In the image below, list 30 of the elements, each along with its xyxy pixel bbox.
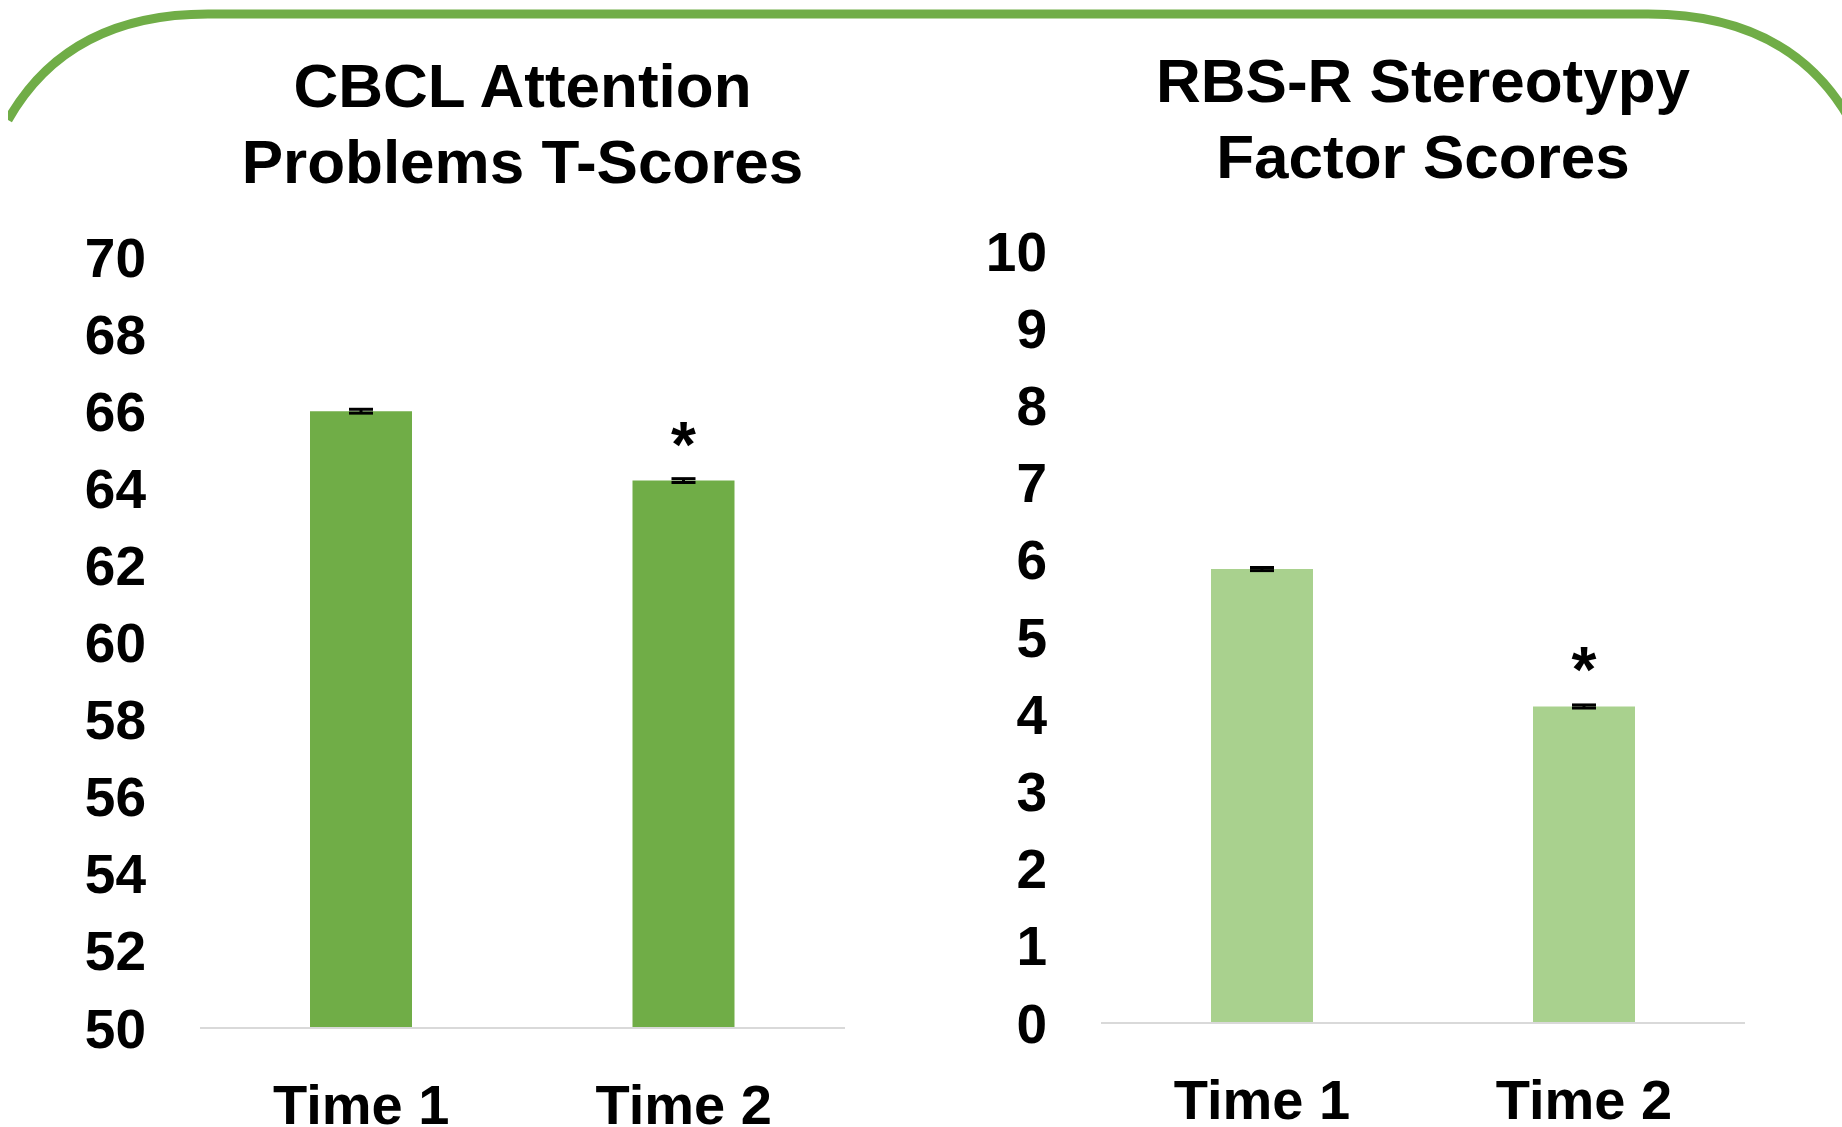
y-tick-label: 5 <box>1016 606 1047 669</box>
y-tick-label: 1 <box>1016 915 1047 978</box>
y-tick-label: 2 <box>1016 838 1047 901</box>
y-tick-label: 6 <box>1016 529 1047 592</box>
y-tick-label: 0 <box>1016 992 1047 1055</box>
y-tick-label: 64 <box>84 457 147 520</box>
y-tick-label: 60 <box>84 612 146 675</box>
annotation: * <box>1571 634 1597 707</box>
y-tick-label: 50 <box>84 997 146 1060</box>
y-tick-label: 9 <box>1016 297 1047 360</box>
y-tick-label: 52 <box>84 920 146 983</box>
chart-title: RBS-R Stereotypy Factor Scores <box>1155 45 1691 193</box>
x-tick-label: Time 2 <box>1495 1067 1673 1127</box>
y-tick-label: 66 <box>84 380 146 443</box>
y-tick-label: 4 <box>1016 683 1048 746</box>
y-tick-label: 62 <box>84 534 146 597</box>
x-tick-label: Time 2 <box>595 1072 772 1127</box>
x-tick-label: Time 1 <box>1173 1067 1351 1127</box>
x-tick-label: Time 1 <box>273 1072 450 1127</box>
y-tick-label: 10 <box>985 220 1047 283</box>
y-tick-label: 7 <box>1016 452 1047 515</box>
y-tick-label: 56 <box>84 766 146 829</box>
y-tick-label: 70 <box>84 226 146 289</box>
chart-title: CBCL Attention Problems T-Scores <box>240 50 805 198</box>
y-tick-label: 3 <box>1016 760 1047 823</box>
y-tick-label: 68 <box>84 303 146 366</box>
y-tick-label: 8 <box>1016 374 1047 437</box>
y-tick-label: 54 <box>84 843 147 906</box>
annotation: * <box>671 408 697 481</box>
y-tick-label: 58 <box>84 689 146 752</box>
